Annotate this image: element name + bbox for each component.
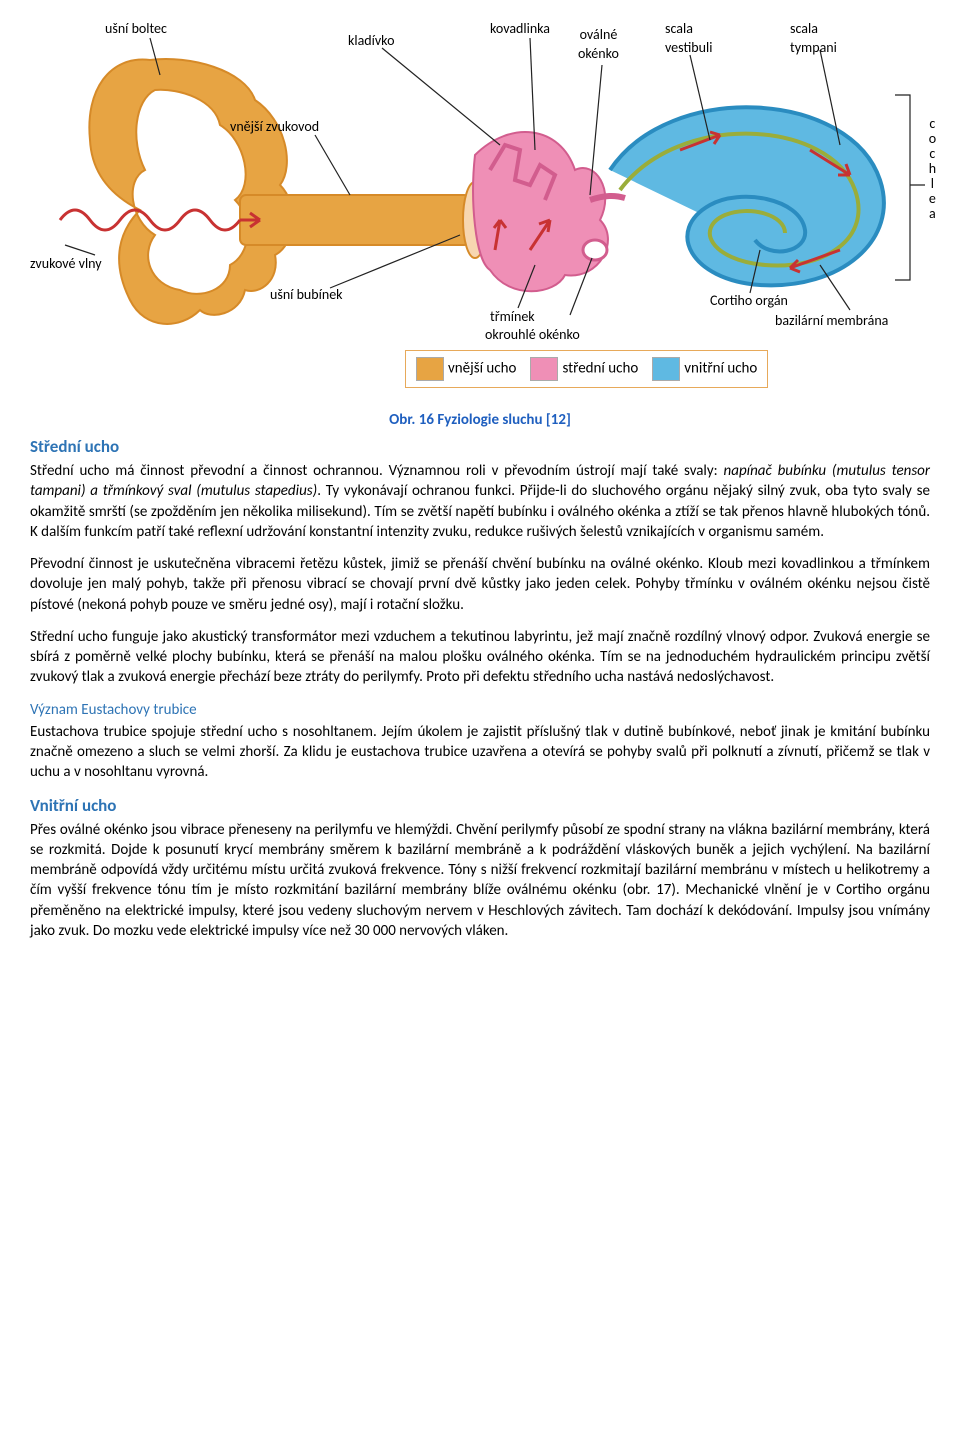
legend: vnější ucho střední ucho vnitřní ucho [405, 350, 768, 388]
label-cochlea: cochlea [922, 115, 941, 220]
legend-vnejsi: vnější ucho [416, 357, 516, 381]
ear-anatomy-diagram: ušní boltec kladívko kovadlinka oválné o… [30, 20, 930, 400]
para-vnitrni-1: Přes oválné okénko jsou vibrace přenesen… [30, 820, 930, 942]
label-kovadlinka: kovadlinka [490, 20, 550, 39]
label-okrouhle-okenko: okrouhlé okénko [485, 326, 580, 345]
label-usni-bubinek: ušní bubínek [270, 286, 343, 305]
ear-canal [240, 195, 470, 245]
label-bazilarni-membrana: bazilární membrána [775, 312, 888, 331]
label-vnejsi-zvukovod: vnější zvukovod [230, 118, 319, 137]
label-scala-tympani: scala tympani [790, 20, 837, 58]
pinna-shape [89, 59, 292, 324]
figure-caption: Obr. 16 Fyziologie sluchu [12] [30, 410, 930, 430]
legend-vnitrni: vnitřní ucho [652, 357, 757, 381]
heading-vnitrni-ucho: Vnitřní ucho [30, 795, 930, 818]
label-kladivko: kladívko [348, 32, 394, 51]
label-ovalne-okenko: oválné okénko [578, 26, 619, 64]
label-cortiho-organ: Cortiho orgán [710, 292, 788, 311]
heading-stredni-ucho: Střední ucho [30, 436, 930, 459]
label-zvukove-vlny: zvukové vlny [30, 255, 102, 274]
para-eustach-1: Eustachova trubice spojuje střední ucho … [30, 722, 930, 783]
label-trminek: třmínek [490, 308, 535, 327]
middle-ear [473, 132, 608, 291]
label-scala-vestibuli: scala vestibuli [665, 20, 712, 58]
para-stredni-3: Střední ucho funguje jako akustický tran… [30, 627, 930, 688]
heading-eustach: Význam Eustachovy trubice [30, 700, 930, 720]
para-stredni-1: Střední ucho má činnost převodní a činno… [30, 461, 930, 542]
cochlea-shape [610, 107, 884, 285]
label-usni-boltec: ušní boltec [105, 20, 167, 39]
legend-stredni: střední ucho [530, 357, 638, 381]
sound-wave [60, 210, 240, 230]
para-stredni-2: Převodní činnost je uskutečněna vibracem… [30, 554, 930, 615]
